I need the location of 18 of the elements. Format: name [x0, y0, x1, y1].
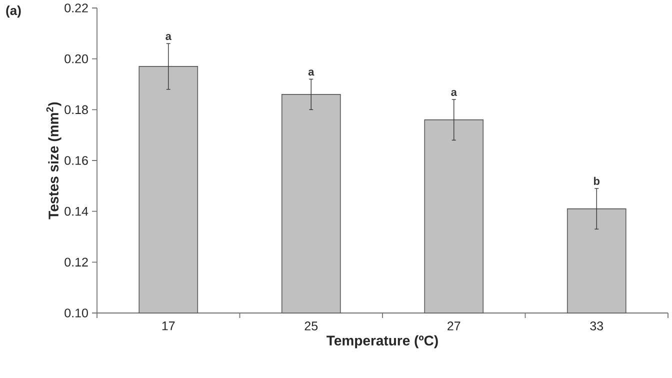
x-tick-label: 33 — [590, 322, 604, 330]
y-tick-label: 0.20 — [64, 54, 88, 64]
y-tick-label: 0.14 — [64, 206, 88, 216]
x-tick-label: 17 — [162, 322, 175, 330]
y-tick-label: 0.16 — [64, 156, 88, 165]
x-tick-label: 27 — [448, 322, 460, 330]
annotation: a — [308, 70, 314, 76]
y-axis-title: Testes size (mm$^{2}$) — [46, 102, 62, 220]
y-tick-label: 0.22 — [64, 4, 88, 12]
text: (a) — [6, 6, 21, 18]
y-tick-label: 0.18 — [64, 105, 88, 114]
x-axis-title: Temperature (ºC) — [326, 335, 438, 348]
annotation: a — [166, 34, 172, 40]
y-tick-label: 0.10 — [64, 308, 88, 318]
annotation: b — [594, 176, 600, 185]
x-tick-label: 25 — [304, 322, 318, 330]
y-tick-label: 0.12 — [64, 258, 88, 267]
annotation: a — [451, 90, 457, 96]
